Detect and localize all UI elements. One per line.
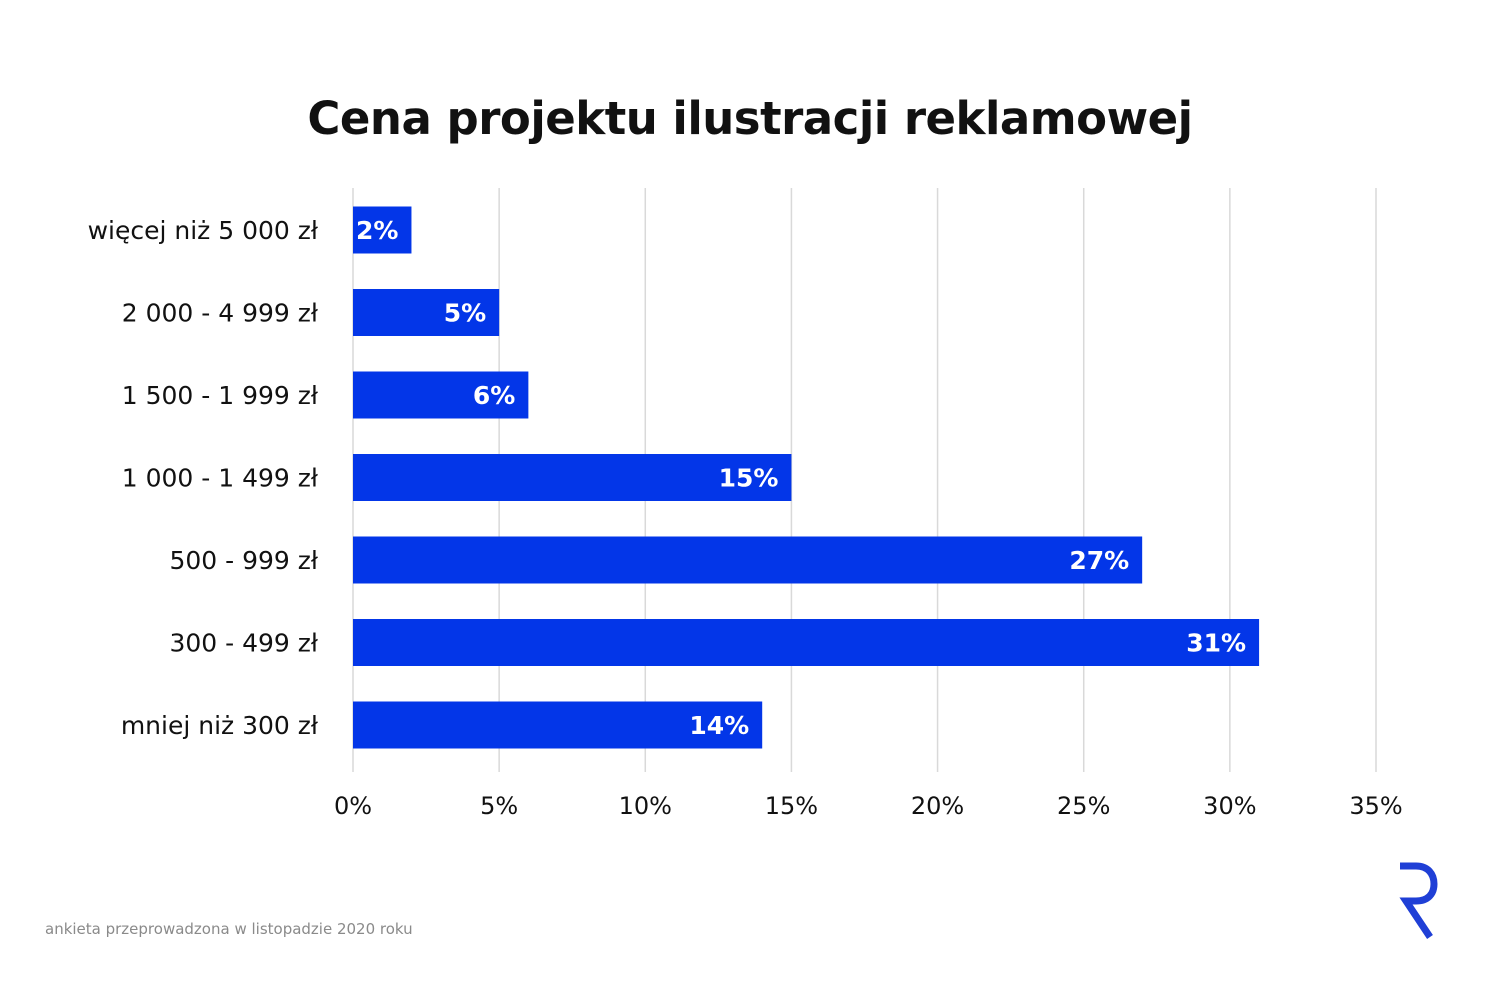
category-label: więcej niż 5 000 zł — [88, 216, 319, 245]
category-labels: więcej niż 5 000 zł 2 000 - 4 999 zł 1 500… — [88, 216, 319, 740]
bar-value-label: 2% — [356, 216, 398, 245]
bar — [353, 454, 792, 501]
footnote: ankieta przeprowadzona w listopadzie 202… — [45, 920, 413, 938]
category-label: 1 000 - 1 499 zł — [122, 464, 319, 493]
category-label: 1 500 - 1 999 zł — [122, 381, 319, 410]
bar — [353, 371, 529, 419]
x-tick-label: 25% — [1057, 792, 1110, 820]
bar — [353, 536, 1143, 584]
x-axis-tick-labels: 0% 5% 10% 15% 20% 25% 30% 35% — [334, 792, 1403, 820]
bars: 2% 5% 6% 15% 27% 31% 14% — [353, 206, 1260, 749]
category-label: 2 000 - 4 999 zł — [122, 299, 319, 328]
x-tick-label: 5% — [480, 792, 518, 820]
bar — [353, 289, 500, 336]
x-tick-label: 15% — [765, 792, 818, 820]
chart-title: Cena projektu ilustracji reklamowej — [307, 92, 1193, 145]
x-tick-label: 35% — [1349, 792, 1402, 820]
bar-value-label: 14% — [689, 711, 749, 740]
category-label: mniej niż 300 zł — [121, 711, 319, 740]
bar-value-label: 15% — [719, 464, 779, 493]
bar — [353, 206, 412, 254]
r-brand-logo-icon — [1399, 862, 1438, 939]
bar — [353, 619, 1260, 666]
x-tick-label: 0% — [334, 792, 372, 820]
bar-value-label: 27% — [1069, 546, 1129, 575]
x-tick-label: 10% — [619, 792, 672, 820]
x-tick-label: 20% — [911, 792, 964, 820]
category-label: 300 - 499 zł — [169, 629, 318, 658]
bar-value-label: 31% — [1186, 629, 1246, 658]
x-tick-label: 30% — [1203, 792, 1256, 820]
bar-value-label: 6% — [473, 381, 515, 410]
bar — [353, 701, 763, 749]
bar-value-label: 5% — [444, 299, 486, 328]
category-label: 500 - 999 zł — [169, 546, 318, 575]
